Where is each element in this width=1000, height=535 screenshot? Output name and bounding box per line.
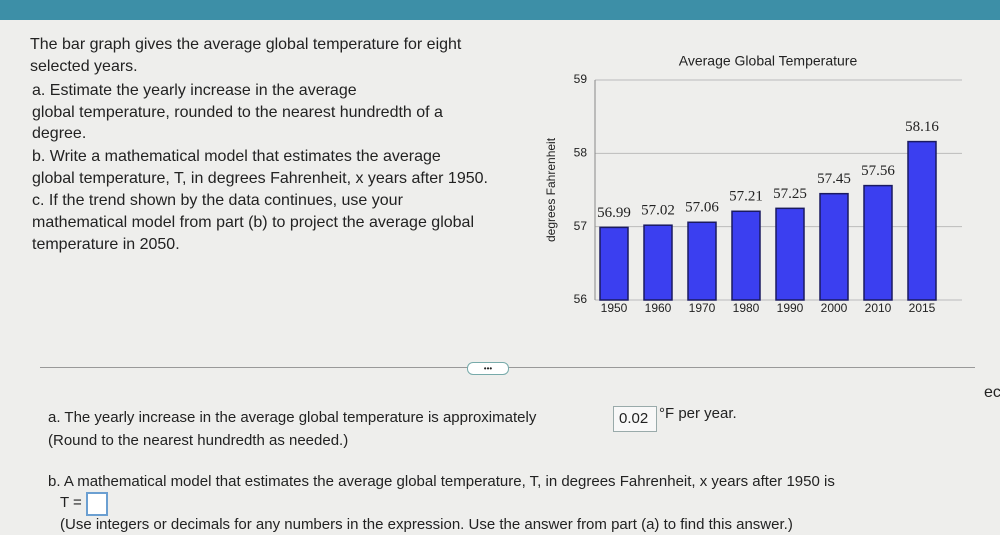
problem-line: temperature in 2050.: [32, 236, 180, 253]
problem-line: selected years.: [30, 58, 138, 75]
answer-a-text: a. The yearly increase in the average gl…: [48, 409, 537, 426]
bar: [819, 192, 849, 301]
x-tick-label: 1960: [645, 301, 672, 315]
x-tick-label: 2000: [821, 301, 848, 315]
answer-a-box[interactable]: [613, 406, 657, 432]
value-label: 56.99: [597, 205, 631, 221]
answer-b-input[interactable]: [86, 492, 108, 516]
answer-a-note: (Round to the nearest hundredth as neede…: [48, 432, 349, 449]
bar: [687, 221, 717, 301]
problem-line: global temperature, T, in degrees Fahren…: [32, 170, 488, 187]
x-tick-label: 1970: [689, 301, 716, 315]
chart: Average Global Temperature degrees Fahre…: [544, 53, 962, 315]
problem-line: mathematical model from part (b) to proj…: [32, 214, 474, 231]
x-tick-label: 2010: [865, 301, 892, 315]
x-tick-label: 1950: [601, 301, 628, 315]
bar: [775, 207, 805, 301]
bar: [731, 210, 761, 301]
value-label: 57.02: [641, 203, 675, 219]
more-button[interactable]: •••: [467, 362, 509, 375]
answer-a-value: 0.02: [619, 410, 649, 427]
bar: [599, 226, 629, 301]
value-label: 57.45: [817, 171, 851, 187]
answer-b-text: b. A mathematical model that estimates t…: [48, 473, 835, 490]
x-tick-label: 1990: [777, 301, 804, 315]
value-label: 58.16: [905, 119, 939, 135]
chart-title: Average Global Temperature: [679, 53, 858, 69]
bar: [863, 184, 893, 301]
value-label: 57.56: [861, 163, 895, 179]
problem-line: global temperature, rounded to the neare…: [32, 104, 443, 121]
x-tick-label: 1980: [733, 301, 760, 315]
y-tick-label: 58: [574, 146, 588, 160]
side-text: ec: [984, 384, 1000, 401]
y-tick-label: 56: [574, 292, 588, 306]
value-label: 57.21: [729, 189, 763, 205]
answer-a-unit: °F per year.: [659, 405, 737, 422]
answer-b-lhs: T =: [60, 494, 82, 511]
bar: [907, 140, 937, 301]
problem-line: degree.: [32, 125, 87, 142]
problem-line: b. Write a mathematical model that estim…: [32, 148, 441, 165]
problem-line: c. If the trend shown by the data contin…: [32, 192, 403, 209]
problem-line: The bar graph gives the average global t…: [30, 36, 462, 53]
y-tick-label: 57: [574, 219, 588, 233]
top-bar: [0, 0, 1000, 20]
value-label: 57.25: [773, 186, 807, 202]
y-axis-label: degrees Fahrenheit: [544, 137, 558, 242]
problem-line: a. Estimate the yearly increase in the a…: [32, 82, 357, 99]
value-label: 57.06: [685, 200, 719, 216]
x-tick-label: 2015: [909, 301, 936, 315]
answer-b-note: (Use integers or decimals for any number…: [60, 516, 793, 533]
bar: [643, 224, 673, 301]
y-tick-label: 59: [574, 72, 588, 86]
